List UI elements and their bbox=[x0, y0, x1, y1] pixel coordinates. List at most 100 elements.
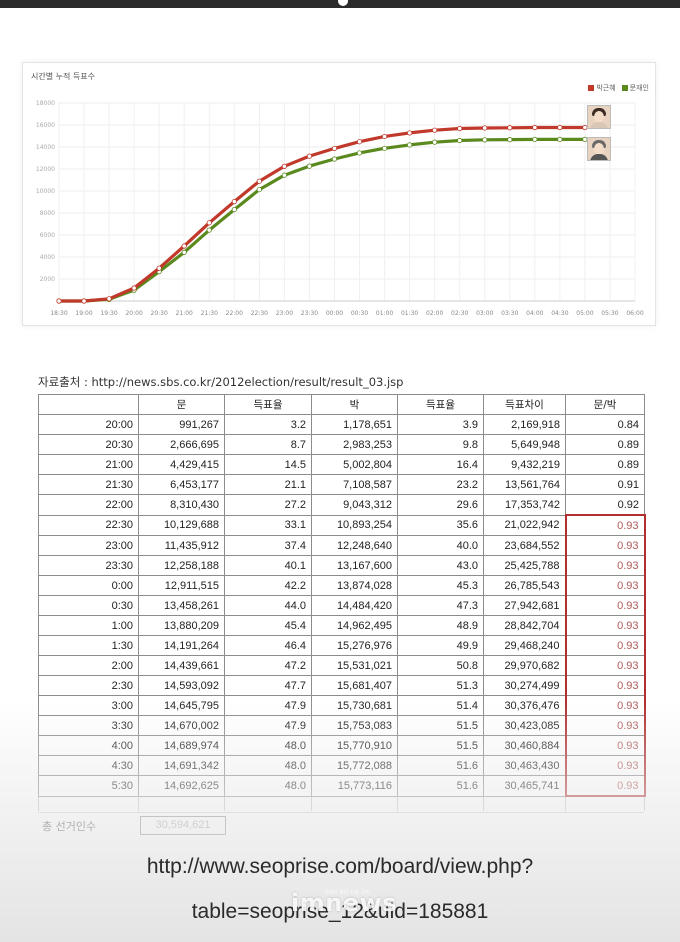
x-tick-label: 23:30 bbox=[301, 310, 318, 317]
cell-park: 13,167,600 bbox=[311, 555, 398, 576]
x-tick-label: 03:30 bbox=[501, 310, 518, 317]
x-tick-label: 03:00 bbox=[476, 310, 493, 317]
data-point bbox=[81, 298, 87, 304]
table-row: 0:00 12,911,515 42.2 13,874,028 45.3 26,785,5… bbox=[38, 575, 646, 596]
data-point bbox=[281, 172, 287, 178]
cell-moon: 14,691,342 bbox=[138, 755, 225, 776]
cell-diff: 27,942,681 bbox=[483, 595, 566, 616]
x-tick-label: 23:00 bbox=[276, 310, 293, 317]
cell-park: 14,962,495 bbox=[311, 615, 398, 636]
data-point bbox=[356, 150, 363, 156]
cell-time: 20:00 bbox=[38, 414, 139, 435]
data-point bbox=[381, 145, 388, 151]
cell-park: 13,874,028 bbox=[311, 575, 398, 596]
cell-ratio: 0.93 bbox=[564, 755, 646, 776]
y-tick-label: 18000 bbox=[36, 100, 55, 107]
y-tick-label: 14000 bbox=[36, 144, 55, 151]
cell-moon: 12,258,188 bbox=[138, 555, 225, 576]
header-time bbox=[38, 394, 139, 415]
cell-park: 7,108,587 bbox=[311, 474, 398, 495]
cell-time: 22:30 bbox=[38, 514, 139, 536]
table-spacer-row bbox=[38, 795, 645, 811]
data-point bbox=[256, 186, 262, 193]
watermark-logo: imnews bbox=[290, 889, 398, 917]
cell-time: 23:30 bbox=[38, 555, 139, 576]
cell-moon: 14,593,092 bbox=[138, 675, 225, 696]
cell-park-rate: 35.6 bbox=[397, 514, 484, 536]
x-tick-label: 20:30 bbox=[151, 310, 168, 317]
cell-moon-rate: 21.1 bbox=[224, 474, 312, 495]
header-ratio: 문/박 bbox=[565, 394, 645, 415]
data-point bbox=[432, 139, 438, 145]
cell-moon: 13,458,261 bbox=[138, 595, 225, 616]
y-tick-label: 10000 bbox=[36, 188, 55, 195]
x-tick-label: 22:30 bbox=[251, 310, 268, 317]
legend-item-park: 박근혜 bbox=[588, 83, 616, 93]
cell-ratio: 0.93 bbox=[564, 514, 646, 536]
cell-time: 21:00 bbox=[38, 454, 139, 475]
cell-moon-rate: 14.5 bbox=[224, 454, 312, 475]
cell-moon-rate: 46.4 bbox=[224, 635, 312, 656]
x-tick-label: 02:30 bbox=[451, 310, 468, 317]
series-line-0 bbox=[59, 125, 585, 303]
x-tick-label: 02:00 bbox=[426, 310, 443, 317]
x-tick-label: 05:30 bbox=[601, 310, 618, 317]
cell-park-rate: 3.9 bbox=[397, 414, 484, 435]
data-point bbox=[457, 137, 463, 144]
x-tick-label: 01:30 bbox=[401, 310, 418, 317]
table-row: 1:30 14,191,264 46.4 15,276,976 49.9 29,468,2… bbox=[38, 635, 646, 656]
cell-moon-rate: 48.0 bbox=[224, 775, 312, 797]
cell-diff: 29,970,682 bbox=[483, 655, 566, 676]
cell-time: 0:00 bbox=[38, 575, 139, 596]
table-row: 0:30 13,458,261 44.0 14,484,420 47.3 27,942,6… bbox=[38, 595, 646, 616]
data-point bbox=[206, 220, 212, 226]
cell-moon-rate: 48.0 bbox=[224, 755, 312, 776]
cell-time: 22:00 bbox=[38, 494, 139, 516]
y-tick-label: 16000 bbox=[36, 122, 55, 129]
cell-ratio: 0.91 bbox=[565, 474, 645, 495]
x-tick-label: 21:30 bbox=[201, 310, 218, 317]
cell-park-rate: 43.0 bbox=[397, 555, 484, 576]
cell-ratio: 0.84 bbox=[565, 414, 645, 435]
cell-ratio: 0.93 bbox=[564, 635, 646, 656]
table-row: 3:30 14,670,002 47.9 15,753,083 51.5 30,423,0… bbox=[38, 715, 646, 736]
cell-moon: 8,310,430 bbox=[138, 494, 225, 516]
cell-moon: 12,911,515 bbox=[138, 575, 225, 596]
table-row: 4:30 14,691,342 48.0 15,772,088 51.6 30,463,4… bbox=[38, 755, 646, 776]
chart-panel: 2000 4000 6000 8000 10000 12000 14000 16000 1800… bbox=[22, 62, 656, 326]
cell-park-rate: 9.8 bbox=[397, 434, 484, 455]
cell-moon: 2,666,695 bbox=[138, 434, 225, 455]
cell-moon-rate: 44.0 bbox=[224, 595, 312, 616]
cell-park-rate: 51.5 bbox=[397, 715, 484, 736]
cell-park: 12,248,640 bbox=[311, 535, 398, 556]
data-point bbox=[206, 227, 212, 233]
data-point bbox=[482, 125, 488, 131]
x-tick-label: 00:30 bbox=[351, 310, 368, 317]
header-moon: 문 bbox=[138, 394, 225, 415]
cell-diff: 30,376,476 bbox=[483, 695, 566, 716]
data-point bbox=[306, 163, 313, 169]
cell-park-rate: 29.6 bbox=[397, 494, 484, 516]
cell-ratio: 0.93 bbox=[564, 575, 646, 596]
cell-time: 2:00 bbox=[38, 655, 139, 676]
table-row: 20:00 991,267 3.2 1,178,651 3.9 2,169,918 0.84 bbox=[38, 414, 645, 435]
y-tick-label: 4000 bbox=[40, 254, 55, 261]
cell-moon-rate: 40.1 bbox=[224, 555, 312, 576]
cell-park-rate: 23.2 bbox=[397, 474, 484, 495]
cell-moon: 14,191,264 bbox=[138, 635, 225, 656]
data-point bbox=[106, 296, 112, 302]
table-row: 23:00 11,435,912 37.4 12,248,640 40.0 23,684,… bbox=[38, 535, 646, 556]
cell-moon-rate: 47.2 bbox=[224, 655, 312, 676]
total-voters-label: 총 선거인수 bbox=[42, 820, 97, 833]
series-line-1 bbox=[59, 137, 585, 303]
y-tick-label: 6000 bbox=[40, 232, 55, 239]
data-point bbox=[331, 145, 338, 152]
cell-moon: 14,689,974 bbox=[138, 735, 225, 756]
data-point bbox=[457, 125, 463, 132]
data-point bbox=[482, 137, 488, 143]
cell-moon-rate: 37.4 bbox=[224, 535, 312, 556]
x-tick-label: 04:00 bbox=[526, 310, 543, 317]
total-voters: 총 선거인수 30,594,621 bbox=[38, 812, 644, 837]
legend-label-park: 박근혜 bbox=[596, 84, 616, 92]
spacer-cell bbox=[483, 795, 566, 811]
